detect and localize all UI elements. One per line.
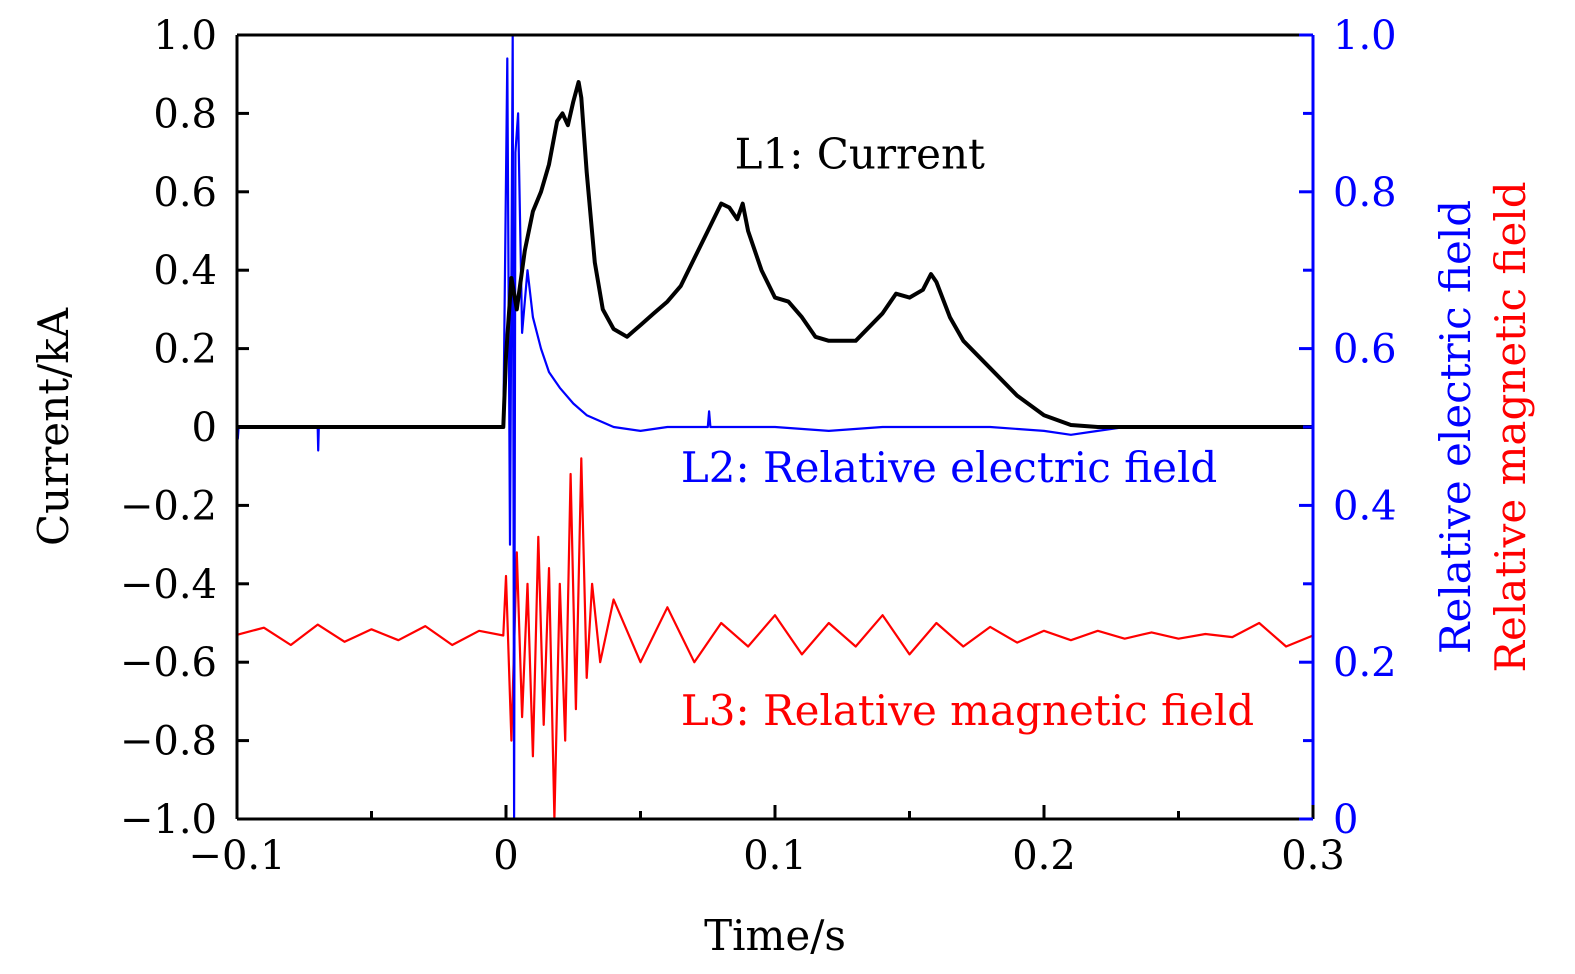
- series-annotation-3: L3: Relative magnetic field: [681, 686, 1254, 735]
- x-tick-label: 0.3: [1281, 833, 1345, 879]
- y-left-tick-label: −1.0: [120, 797, 217, 843]
- y-left-tick-label: 1.0: [153, 13, 217, 59]
- y-right-tick-label: 0.4: [1333, 483, 1397, 529]
- y-left-tick-label: 0: [192, 405, 217, 451]
- y-right-axis-title-electric: Relative electric field: [1431, 200, 1480, 654]
- y-left-tick-label: 0.4: [153, 248, 217, 294]
- y-right-tick-label: 0.2: [1333, 640, 1397, 686]
- series-annotation-1: L1: Current: [735, 129, 985, 178]
- y-right-tick-label: 0: [1333, 797, 1358, 843]
- y-left-tick-label: −0.4: [120, 562, 217, 608]
- series-line-1: [237, 80, 1313, 429]
- y-left-tick-label: −0.6: [120, 640, 217, 686]
- axis-ticks: [235, 33, 1315, 821]
- y-right-tick-label: 0.8: [1333, 170, 1397, 216]
- series-layer: [235, 33, 1314, 821]
- chart-text: −0.1 0 0.1 0.2 0.3 1.0 0.8 0.6 0.4 0.2 0 −0.2 −0.4 −0…: [29, 13, 1535, 960]
- y-left-tick-label: −0.8: [120, 719, 217, 765]
- y-left-tick-label: 0.8: [153, 91, 217, 137]
- y-left-tick-label: −0.2: [120, 483, 217, 529]
- y-right-tick-label: 1.0: [1333, 13, 1397, 59]
- x-axis-title: Time/s: [704, 911, 846, 960]
- x-tick-label: 0.1: [743, 833, 807, 879]
- y-right-axis-title-magnetic: Relative magnetic field: [1486, 181, 1535, 672]
- x-tick-label: 0: [493, 833, 518, 879]
- x-tick-label: 0.2: [1012, 833, 1076, 879]
- series-line-3: [236, 457, 1314, 821]
- y-right-tick-label: 0.6: [1333, 327, 1397, 373]
- x-tick-label: −0.1: [188, 833, 285, 879]
- y-left-tick-label: 0.2: [153, 327, 217, 373]
- y-left-tick-label: 0.6: [153, 170, 217, 216]
- series-annotation-2: L2: Relative electric field: [681, 443, 1217, 492]
- y-left-axis-title: Current/kA: [29, 307, 78, 546]
